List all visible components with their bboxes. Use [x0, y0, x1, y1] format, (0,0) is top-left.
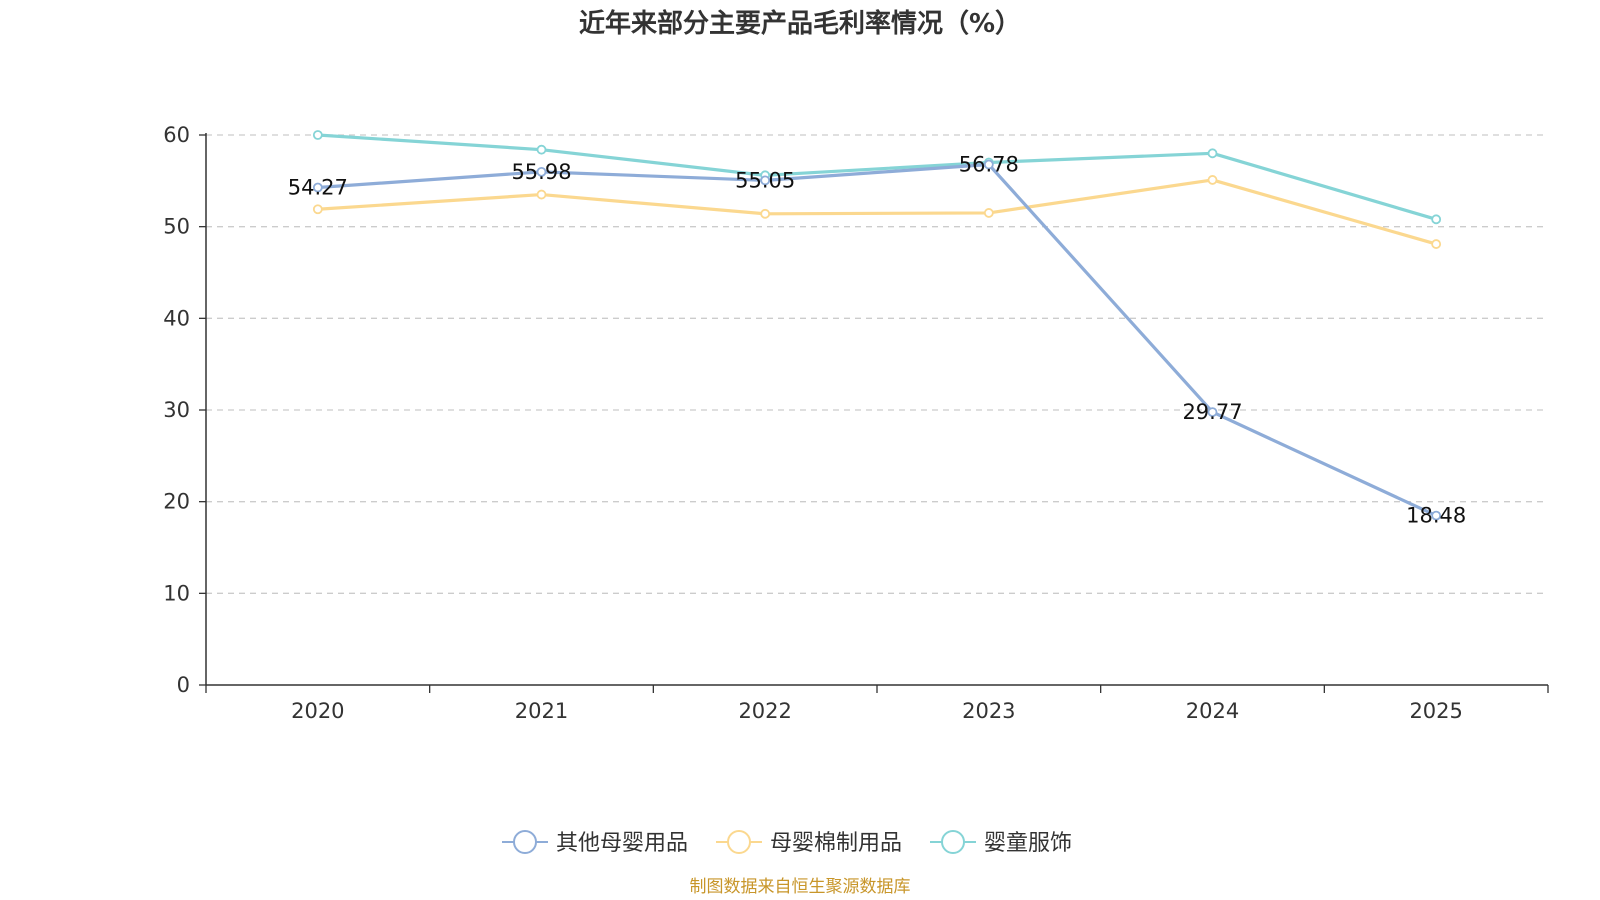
data-label: 18.48: [1406, 504, 1466, 528]
x-tick-label: 2020: [291, 699, 344, 723]
x-tick-label: 2023: [962, 699, 1015, 723]
x-tick-label: 2024: [1186, 699, 1239, 723]
data-point: [312, 130, 323, 140]
legend-marker: [727, 830, 751, 854]
x-tick-label: 2021: [515, 699, 568, 723]
data-point: [1431, 214, 1442, 225]
data-point: [760, 175, 771, 186]
series-line: [317, 162, 1437, 518]
data-point: [536, 166, 547, 177]
data-point: [1207, 148, 1218, 159]
legend-label: 其他母婴用品: [556, 831, 688, 856]
data-point: [983, 159, 994, 170]
legend-marker: [513, 830, 537, 854]
x-tick-label: 2022: [738, 699, 791, 723]
data-point: [760, 208, 771, 219]
y-tick-label: 30: [163, 398, 190, 422]
x-tick-label: 2025: [1409, 699, 1462, 723]
data-point: [312, 182, 323, 193]
data-point: [1431, 239, 1442, 249]
data-point: [312, 204, 323, 215]
data-point: [1207, 175, 1218, 185]
gridlines: [206, 134, 1548, 594]
y-tick-label: 60: [163, 123, 190, 147]
series-line: [317, 133, 1437, 221]
data-label: 56.78: [959, 153, 1019, 177]
data-label: 55.98: [511, 160, 571, 184]
data-label: 29.77: [1182, 400, 1242, 424]
data-point: [1431, 510, 1442, 521]
axes: 0 10 20 30 40 50 60 2020 2021 2022 2023 2024 2025: [163, 123, 1549, 723]
data-label: 55.05: [735, 168, 795, 192]
legend-marker: [941, 830, 965, 854]
y-tick-label: 50: [163, 215, 190, 239]
data-point: [983, 208, 994, 218]
y-tick-label: 0: [177, 673, 190, 697]
series-line: [317, 178, 1437, 246]
y-tick-label: 40: [163, 306, 190, 330]
data-point: [536, 144, 547, 155]
y-tick-label: 10: [163, 581, 190, 605]
series-lines: [312, 130, 1442, 521]
source-note: 制图数据来自恒生聚源数据库: [690, 877, 911, 897]
data-labels: 54.27 55.98 55.05 56.78 29.77 18.48: [288, 153, 1466, 528]
legend-label: 母婴棉制用品: [770, 831, 902, 856]
data-label: 54.27: [288, 176, 348, 200]
legend-label: 婴童服饰: [984, 831, 1072, 856]
legend[interactable]: 其他母婴用品 母婴棉制用品 婴童服饰: [502, 830, 1072, 856]
data-point: [536, 189, 547, 200]
data-point: [1207, 407, 1218, 418]
chart-title: 近年来部分主要产品毛利率情况（%）: [579, 8, 1021, 39]
y-tick-label: 20: [163, 490, 190, 514]
